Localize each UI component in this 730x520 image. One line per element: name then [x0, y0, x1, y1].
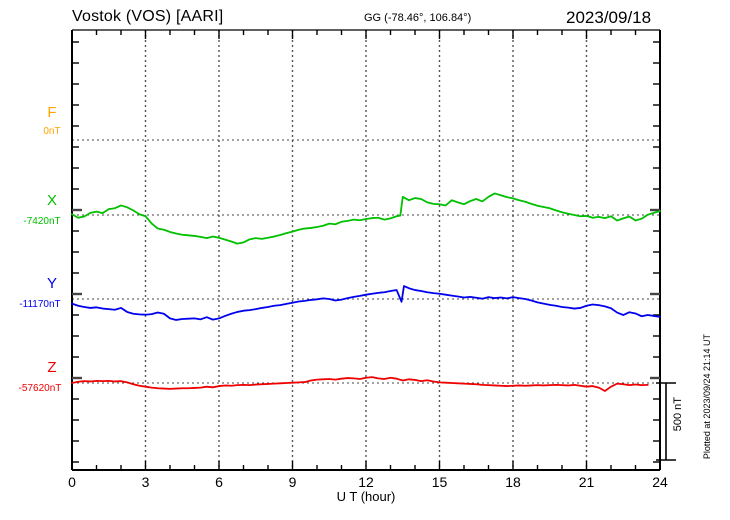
- x-tick-label-0: 0: [68, 474, 76, 490]
- x-tick-label-12: 12: [358, 474, 374, 490]
- trace-X: [71, 192, 661, 245]
- component-baseline-Z: -57620nT: [18, 383, 62, 394]
- component-baseline-Y: -11170nT: [19, 299, 61, 310]
- component-baseline-X: -7420nT: [23, 216, 61, 227]
- station-title: Vostok (VOS) [AARI]: [72, 8, 224, 25]
- x-tick-label-24: 24: [652, 474, 668, 490]
- component-label-Y: Y: [46, 275, 57, 292]
- x-tick-label-3: 3: [141, 474, 150, 490]
- x-tick-label-15: 15: [431, 474, 448, 490]
- x-tick-label-6: 6: [215, 474, 223, 490]
- component-label-X: X: [46, 192, 57, 209]
- scale-bar-label: 500 nT: [672, 397, 684, 432]
- trace-Y: [71, 285, 661, 321]
- grid-layer: [72, 30, 660, 470]
- x-tick-label-9: 9: [288, 474, 297, 490]
- axis-ticks: [71, 30, 661, 470]
- trace-layer: [71, 192, 661, 392]
- component-label-Z: Z: [47, 359, 57, 376]
- x-axis-title: U T (hour): [336, 489, 396, 504]
- component-label-F: F: [47, 104, 57, 121]
- component-baseline-F: 0nT: [43, 126, 61, 137]
- x-tick-label-18: 18: [505, 474, 521, 490]
- scale-bar: [656, 382, 676, 461]
- plotted-at-label: Plotted at 2023/09/24 21:14 UT: [702, 334, 712, 460]
- geographic-coordinates: GG (-78.46°, 106.84°): [364, 12, 472, 24]
- observation-date: 2023/09/18: [566, 8, 652, 27]
- trace-Z: [71, 376, 649, 392]
- x-tick-label-21: 21: [578, 474, 595, 490]
